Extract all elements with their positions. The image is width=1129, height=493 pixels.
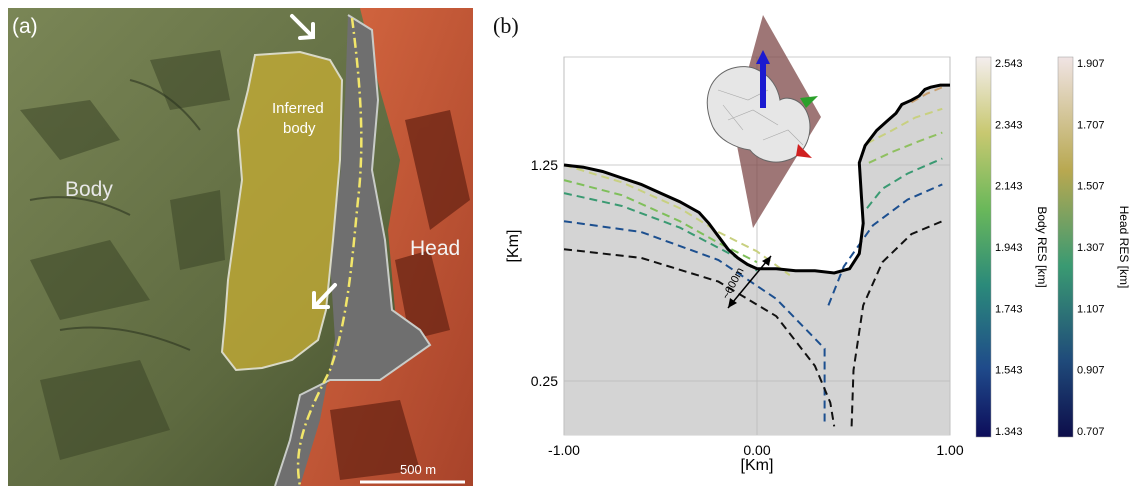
- colorbar-tick-label: 1.907: [1077, 58, 1105, 70]
- colorbar-tick-label: 1.743: [995, 303, 1023, 315]
- arrow-top-icon: [290, 14, 315, 40]
- colorbar-tick-label: 1.507: [1077, 181, 1105, 193]
- colorbar-tick-label: 0.907: [1077, 365, 1105, 377]
- body-contour-1.943: [563, 192, 758, 272]
- head-contour-0.907: [850, 220, 943, 427]
- scale-bar-label: 500 m: [400, 462, 436, 477]
- comet-photo: (a) Body Head Inferred body 500 m: [8, 8, 473, 487]
- inferred-body-region: [220, 50, 344, 372]
- tick-labels: -1.00 0.00 1.00 0.25 1.25: [531, 157, 964, 458]
- axis-arrowhead-blue-icon: [756, 50, 770, 64]
- comet-shape-model: [706, 66, 811, 163]
- panel-a-image: (a) Body Head Inferred body 500 m: [0, 0, 480, 488]
- head-colorbar-label: Head RES [km]: [1117, 206, 1129, 289]
- x-axis-label: [Km]: [741, 457, 774, 474]
- body-label: Body: [65, 178, 113, 201]
- body-contour-1.543: [563, 220, 826, 427]
- colorbar-tick-label: 2.343: [995, 119, 1023, 131]
- panel-a-tag: (a): [12, 15, 38, 38]
- surface-profile-line: [563, 83, 950, 275]
- comet-interior-fill: [564, 85, 950, 435]
- neck-centerline: [296, 17, 363, 487]
- neck-region: [275, 15, 430, 486]
- panel-b-tag: (b): [493, 13, 519, 38]
- colorbar-tick-label: 2.543: [995, 58, 1023, 70]
- contour-lines: [563, 86, 943, 427]
- x-tick-label: -1.00: [548, 442, 580, 458]
- x-tick-label: 1.00: [936, 442, 963, 458]
- colorbar-tick-label: 1.343: [995, 426, 1023, 438]
- colorbar-tick-label: 1.707: [1077, 119, 1105, 131]
- colorbar-tick-label: 1.107: [1077, 303, 1105, 315]
- body-contour-1.343: [563, 248, 836, 427]
- head-contour-1.307: [866, 157, 943, 209]
- arrow-middle-icon: [312, 283, 337, 309]
- head-contour-1.107: [827, 183, 943, 306]
- colorbar-tick-label: 1.543: [995, 365, 1023, 377]
- body-contour-2.143: [563, 179, 758, 264]
- head-colorbar: [1057, 56, 1074, 438]
- axis-arrowhead-green-icon: [800, 96, 818, 108]
- colorbar-ticks: 2.543 2.343 2.143 1.943 1.743 1.543 1.343 1.907…: [995, 58, 1105, 438]
- colorbar-tick-label: 2.143: [995, 181, 1023, 193]
- head-contour-1.507: [868, 131, 943, 164]
- colorbar-tick-label: 0.707: [1077, 426, 1105, 438]
- axis-arrowhead-red-icon: [796, 144, 812, 158]
- panel-b-chart: (b) ~600m -1.00 0.00 1.00 0.25 1.25: [488, 0, 1129, 488]
- inferred-label-line1: Inferred: [272, 100, 324, 117]
- colorbar-tick-label: 1.943: [995, 242, 1023, 254]
- body-colorbar: [975, 56, 992, 438]
- body-contour-2.543: [563, 164, 791, 277]
- body-colorbar-label: Body RES [km]: [1035, 206, 1049, 287]
- y-tick-label: 1.25: [531, 157, 558, 173]
- x-tick-label: 0.00: [743, 442, 770, 458]
- colorbar-tick-label: 1.307: [1077, 242, 1105, 254]
- y-tick-label: 0.25: [531, 373, 558, 389]
- boundary-outline: [274, 14, 432, 487]
- inferred-label-line2: body: [283, 120, 316, 137]
- res-contour-chart: (b) ~600m -1.00 0.00 1.000.251.25: [493, 13, 1129, 474]
- y-axis-label: [Km]: [505, 230, 522, 263]
- comet-3d-inset: [706, 15, 821, 228]
- head-label: Head: [410, 237, 460, 260]
- head-contour-1.707: [866, 107, 943, 145]
- head-contour-1.907: [910, 86, 943, 104]
